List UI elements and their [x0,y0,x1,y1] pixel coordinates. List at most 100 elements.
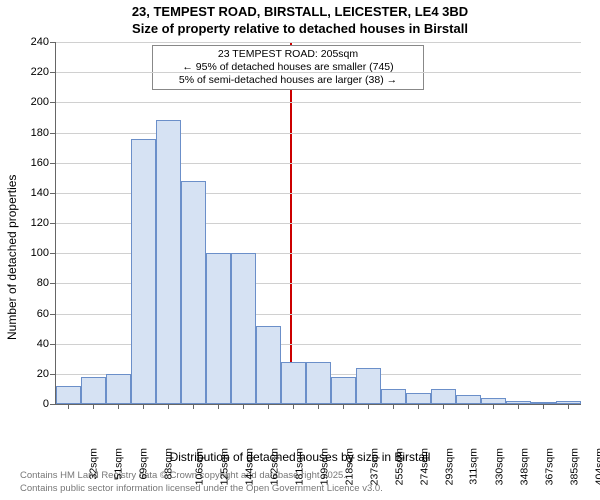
x-tick-label: 106sqm [193,448,205,485]
histogram-bar [56,386,81,404]
y-tick-label: 160 [31,157,49,169]
histogram-bar [81,377,106,404]
histogram-bar [456,395,481,404]
y-tick [50,283,55,284]
x-tick [568,404,569,409]
y-tick [50,374,55,375]
y-tick [50,102,55,103]
y-tick-label: 200 [31,96,49,108]
x-tick-label: 144sqm [243,448,255,485]
annotation-line3: 5% of semi-detached houses are larger (3… [157,74,419,87]
x-tick [468,404,469,409]
histogram-bar [256,326,281,404]
histogram-bar [506,401,531,404]
x-tick [318,404,319,409]
x-tick-label: 125sqm [218,448,230,485]
histogram-bar [231,253,256,404]
x-tick [118,404,119,409]
histogram-bar [406,393,431,404]
y-tick-label: 240 [31,36,49,48]
histogram-bar [131,139,156,404]
y-tick [50,253,55,254]
y-tick-label: 140 [31,187,49,199]
x-tick [218,404,219,409]
x-tick-label: 385sqm [568,448,580,485]
x-tick [93,404,94,409]
y-tick [50,344,55,345]
x-tick [268,404,269,409]
x-tick [368,404,369,409]
x-tick-label: 69sqm [137,448,149,480]
x-tick-label: 311sqm [467,448,479,485]
histogram-bar [481,398,506,404]
x-tick [293,404,294,409]
x-tick-label: 218sqm [343,448,355,485]
chart-container: 23, TEMPEST ROAD, BIRSTALL, LEICESTER, L… [0,0,600,500]
y-tick [50,404,55,405]
y-tick-label: 20 [37,368,49,380]
x-tick-label: 32sqm [87,448,99,480]
y-tick [50,314,55,315]
x-tick [443,404,444,409]
y-tick [50,223,55,224]
x-tick [393,404,394,409]
x-tick-label: 88sqm [162,448,174,480]
x-tick-label: 404sqm [593,448,600,485]
x-tick [143,404,144,409]
y-tick-label: 80 [37,277,49,289]
histogram-bar [281,362,306,404]
histogram-bar [356,368,381,404]
histogram-bar [156,120,181,404]
histogram-bar [306,362,331,404]
x-tick-label: 293sqm [443,448,455,485]
x-tick [418,404,419,409]
y-tick-label: 100 [31,247,49,259]
histogram-bar [381,389,406,404]
x-tick-label: 237sqm [368,448,380,485]
y-tick [50,42,55,43]
y-tick [50,193,55,194]
annotation-line1: 23 TEMPEST ROAD: 205sqm [157,48,419,61]
y-tick-label: 120 [31,217,49,229]
y-tick-label: 40 [37,338,49,350]
x-tick [518,404,519,409]
chart-title-sub: Size of property relative to detached ho… [0,21,600,36]
chart-title-main: 23, TEMPEST ROAD, BIRSTALL, LEICESTER, L… [0,4,600,19]
grid-line [56,102,581,103]
histogram-bar [531,402,556,404]
histogram-bar [556,401,581,404]
x-tick-label: 330sqm [493,448,505,485]
y-tick-label: 60 [37,308,49,320]
x-tick-label: 181sqm [293,448,305,485]
x-tick [193,404,194,409]
x-tick [343,404,344,409]
x-tick [543,404,544,409]
x-tick [493,404,494,409]
y-tick [50,133,55,134]
x-tick [68,404,69,409]
x-tick-label: 367sqm [543,448,555,485]
x-tick [243,404,244,409]
x-tick-label: 348sqm [518,448,530,485]
x-tick-label: 51sqm [112,448,124,480]
grid-line [56,133,581,134]
y-tick [50,163,55,164]
histogram-bar [181,181,206,404]
histogram-bar [431,389,456,404]
plot-area: 23 TEMPEST ROAD: 205sqm ← 95% of detache… [55,42,581,405]
grid-line [56,42,581,43]
histogram-bar [106,374,131,404]
x-tick-label: 162sqm [268,448,280,485]
y-tick [50,72,55,73]
x-tick [168,404,169,409]
y-tick-label: 0 [43,398,49,410]
histogram-bar [206,253,231,404]
x-tick-label: 274sqm [418,448,430,485]
x-tick-label: 255sqm [393,448,405,485]
histogram-bar [331,377,356,404]
y-tick-label: 180 [31,127,49,139]
annotation-box: 23 TEMPEST ROAD: 205sqm ← 95% of detache… [152,45,424,90]
y-tick-label: 220 [31,66,49,78]
grid-line [56,72,581,73]
x-tick-label: 199sqm [318,448,330,485]
